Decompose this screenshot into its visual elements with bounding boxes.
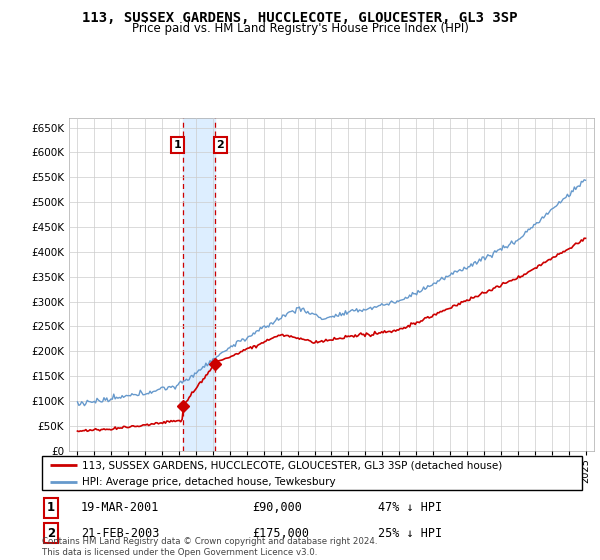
Text: 25% ↓ HPI: 25% ↓ HPI (378, 526, 442, 540)
FancyBboxPatch shape (42, 456, 582, 490)
Text: HPI: Average price, detached house, Tewkesbury: HPI: Average price, detached house, Tewk… (83, 477, 336, 487)
Text: £175,000: £175,000 (252, 526, 309, 540)
Text: 19-MAR-2001: 19-MAR-2001 (81, 501, 160, 515)
Text: 1: 1 (173, 140, 181, 150)
Text: 113, SUSSEX GARDENS, HUCCLECOTE, GLOUCESTER, GL3 3SP (detached house): 113, SUSSEX GARDENS, HUCCLECOTE, GLOUCES… (83, 460, 503, 470)
Text: Contains HM Land Registry data © Crown copyright and database right 2024.
This d: Contains HM Land Registry data © Crown c… (42, 537, 377, 557)
Text: 47% ↓ HPI: 47% ↓ HPI (378, 501, 442, 515)
Text: Price paid vs. HM Land Registry's House Price Index (HPI): Price paid vs. HM Land Registry's House … (131, 22, 469, 35)
Text: 2: 2 (217, 140, 224, 150)
Text: 21-FEB-2003: 21-FEB-2003 (81, 526, 160, 540)
Text: 1: 1 (47, 501, 55, 515)
Text: 2: 2 (47, 526, 55, 540)
Text: £90,000: £90,000 (252, 501, 302, 515)
Bar (182, 118, 215, 451)
Text: 113, SUSSEX GARDENS, HUCCLECOTE, GLOUCESTER, GL3 3SP: 113, SUSSEX GARDENS, HUCCLECOTE, GLOUCES… (82, 11, 518, 25)
